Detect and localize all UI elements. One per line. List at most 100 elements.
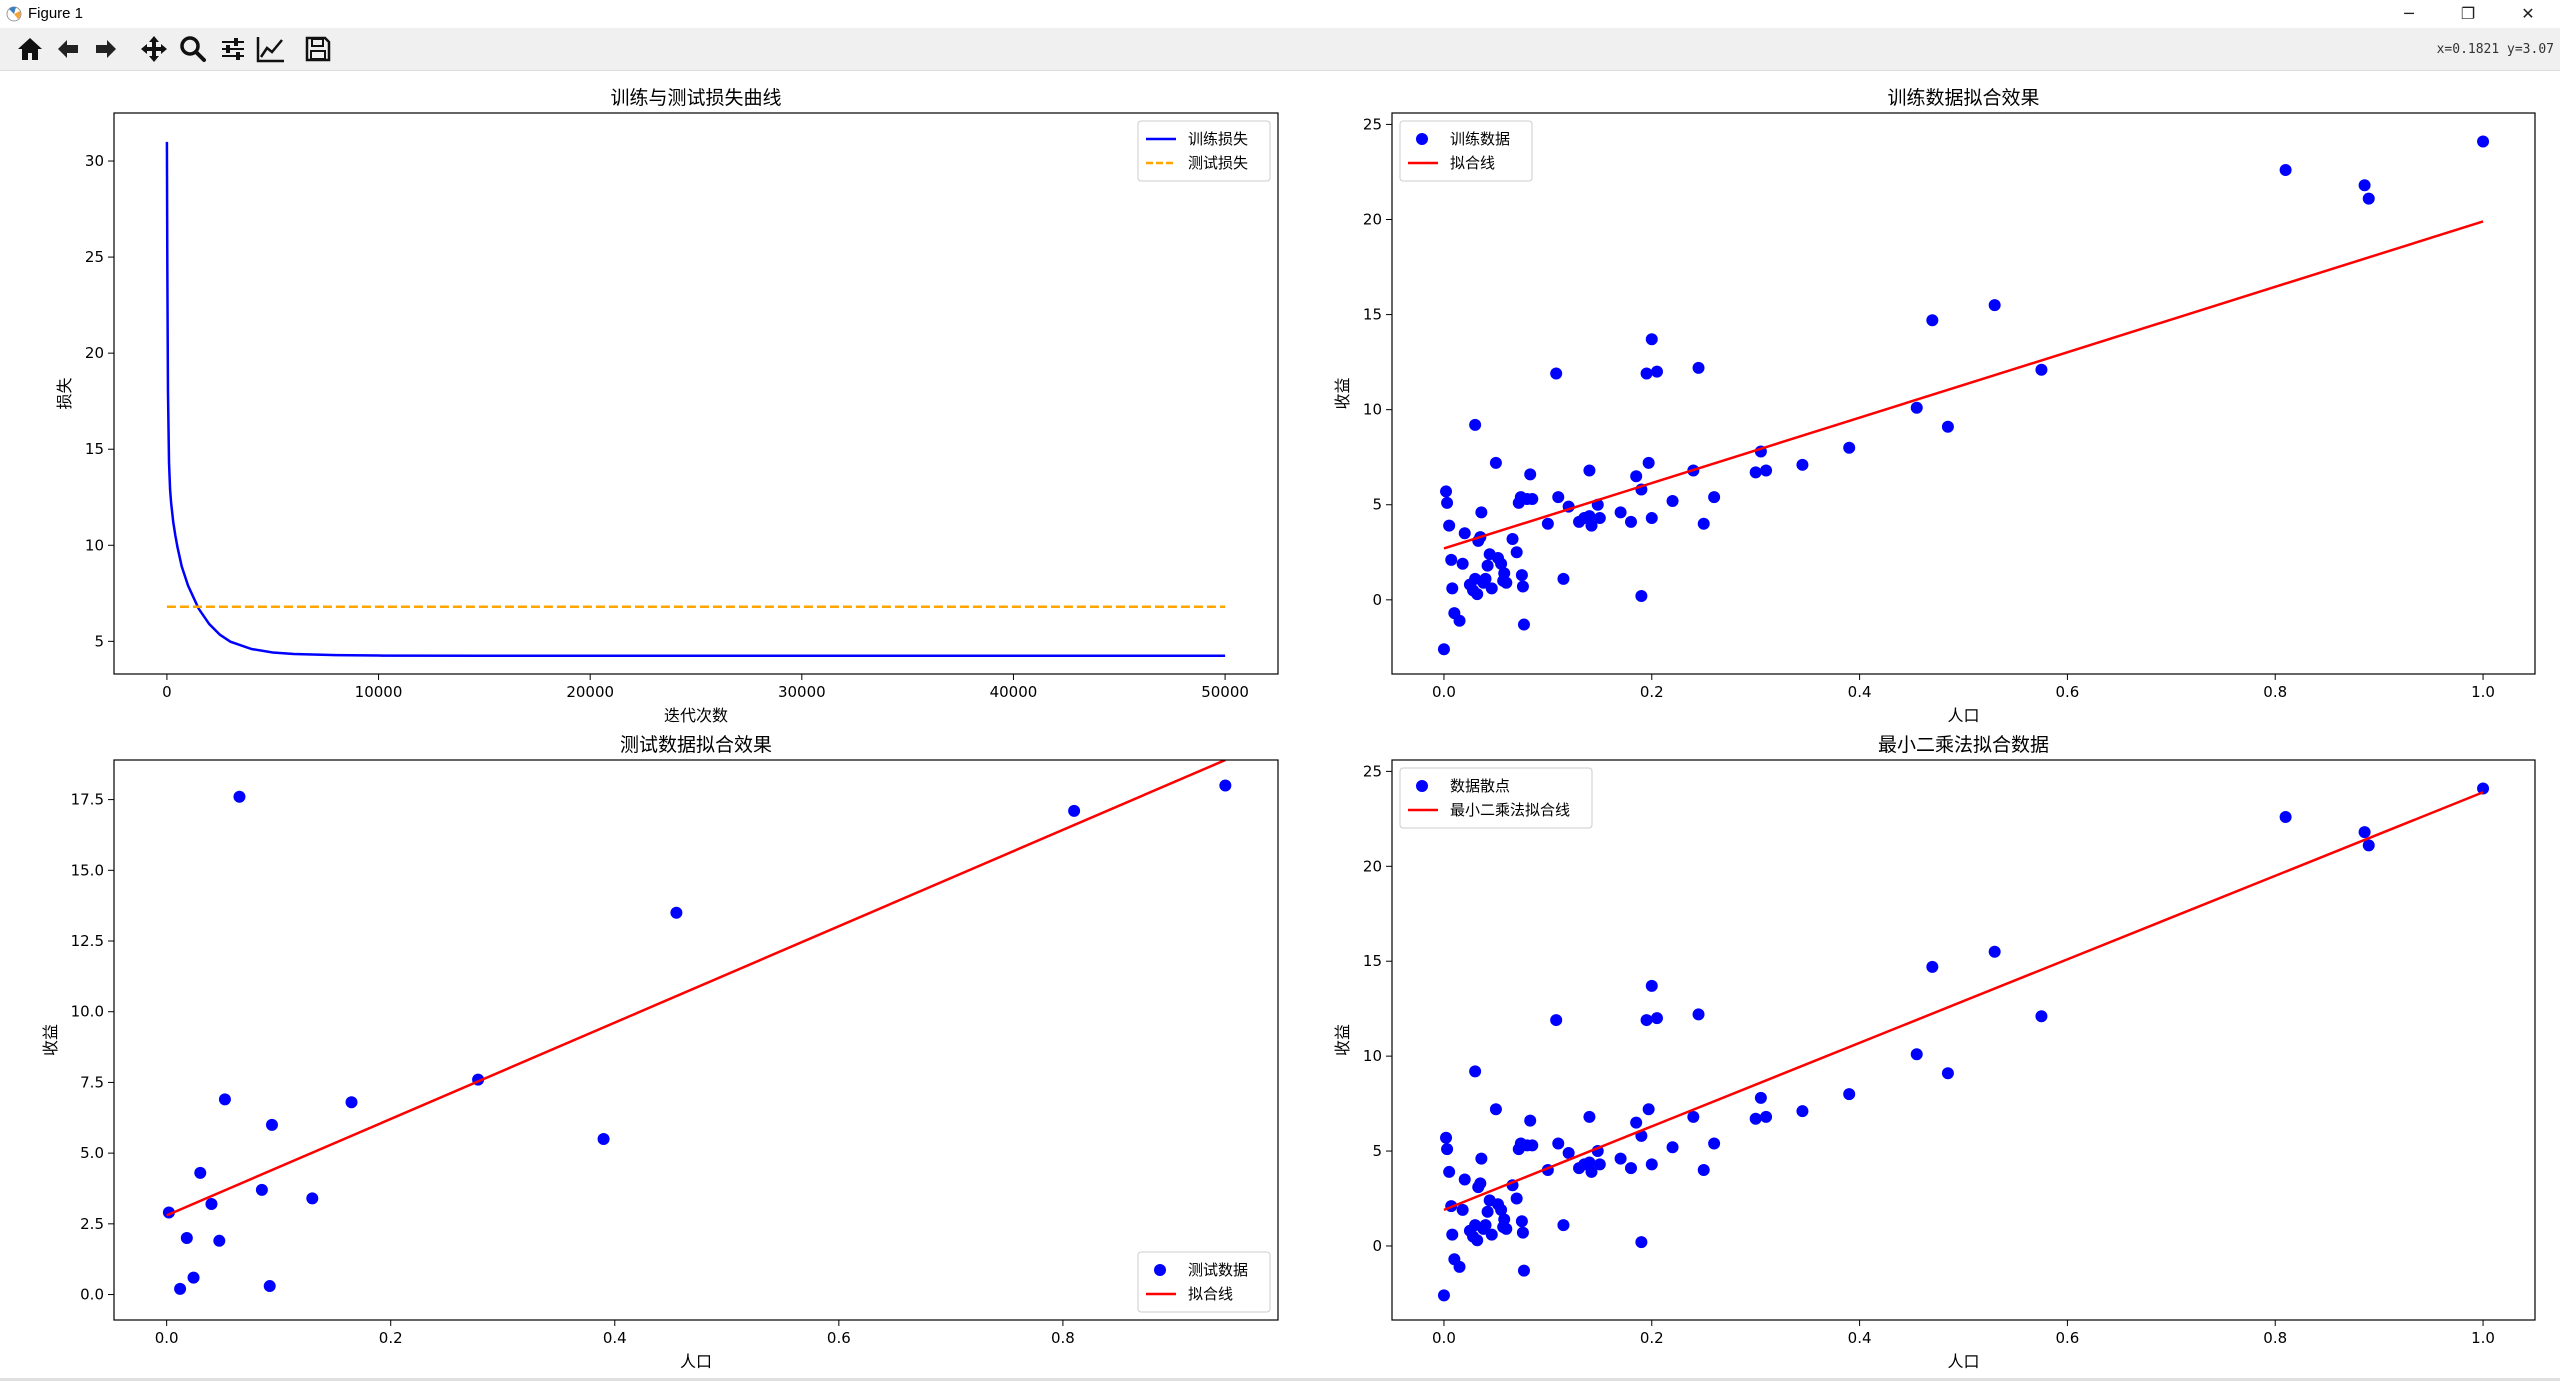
close-button[interactable]: ✕ — [2521, 4, 2535, 23]
x-tick-label: 0.0 — [155, 1329, 179, 1347]
axes-frame — [113, 112, 1279, 675]
data-point — [1843, 441, 1856, 454]
data-point — [1941, 1067, 1954, 1080]
y-tick-label: 5.0 — [80, 1144, 104, 1162]
data-point — [174, 1282, 187, 1295]
forward-button[interactable] — [89, 33, 123, 65]
data-point — [1666, 494, 1679, 507]
data-point — [180, 1231, 193, 1244]
legend-label: 最小二乘法拟合线 — [1450, 801, 1570, 819]
data-point — [1516, 1226, 1529, 1239]
data-point — [1708, 1137, 1721, 1150]
data-point — [2358, 179, 2371, 192]
line-chart-icon — [256, 37, 284, 63]
data-point — [1749, 466, 1762, 479]
data-point — [263, 1280, 276, 1293]
save-button[interactable] — [301, 33, 335, 65]
minimize-button[interactable]: ─ — [2404, 4, 2414, 23]
y-tick-label: 15 — [1363, 306, 1382, 324]
x-tick-label: 0.8 — [2263, 1329, 2287, 1347]
legend-label: 训练数据 — [1450, 130, 1510, 148]
sliders-icon — [222, 38, 244, 60]
y-axis-label: 损失 — [55, 377, 74, 409]
x-tick-label: 0.0 — [1432, 683, 1456, 701]
data-point — [1471, 588, 1484, 601]
edit-axes-button[interactable] — [254, 33, 288, 65]
x-tick-label: 0.4 — [1848, 683, 1872, 701]
zoom-button[interactable] — [176, 33, 210, 65]
pan-button[interactable] — [137, 33, 171, 65]
data-point — [1517, 618, 1530, 631]
window-title: Figure 1 — [28, 5, 84, 22]
y-tick-label: 25 — [1363, 762, 1382, 780]
figure-canvas[interactable]: 训练与测试损失曲线 0 10000 20000 30000 40000 50000 5 10 15… — [0, 71, 2560, 1378]
legend-marker — [1416, 780, 1428, 792]
y-tick-label: 5 — [1372, 496, 1382, 514]
y-tick-label: 10 — [1363, 1047, 1382, 1065]
data-point — [1583, 1156, 1596, 1169]
x-tick-label: 0 — [162, 683, 172, 701]
data-point — [670, 906, 683, 919]
data-point — [1453, 614, 1466, 627]
x-tick-label: 1.0 — [2471, 1329, 2495, 1347]
data-point — [187, 1271, 200, 1284]
data-point — [1485, 1228, 1498, 1241]
data-point — [1474, 1177, 1487, 1190]
x-tick-label: 0.4 — [1848, 1329, 1872, 1347]
data-point — [1640, 1014, 1653, 1027]
data-point — [1219, 779, 1232, 792]
x-tick-label: 10000 — [355, 683, 403, 701]
x-tick-label: 0.2 — [1640, 1329, 1664, 1347]
data-point — [1440, 485, 1453, 498]
data-point — [2035, 1010, 2048, 1023]
legend-label: 拟合线 — [1188, 1285, 1233, 1303]
data-point — [1843, 1088, 1856, 1101]
series-line — [1443, 220, 2484, 550]
data-point — [1541, 517, 1554, 530]
data-point — [1754, 1091, 1767, 1104]
x-tick-label: 30000 — [778, 683, 826, 701]
axes-frame — [1391, 112, 2536, 675]
data-point — [1988, 945, 2001, 958]
plot-area — [162, 760, 1232, 1295]
y-tick-label: 2.5 — [80, 1215, 104, 1233]
data-point — [1458, 1173, 1471, 1186]
legend-label: 训练损失 — [1188, 130, 1248, 148]
data-point — [1485, 582, 1498, 595]
data-point — [1437, 643, 1450, 656]
data-point — [1526, 493, 1539, 506]
data-point — [1481, 1205, 1494, 1218]
data-point — [597, 1132, 610, 1145]
restore-button[interactable]: ❐ — [2460, 4, 2476, 23]
data-point — [1443, 519, 1456, 532]
back-button[interactable] — [51, 33, 85, 65]
x-tick-label: 20000 — [566, 683, 614, 701]
subplots-button[interactable] — [216, 33, 250, 65]
data-point — [1500, 576, 1513, 589]
data-point — [1666, 1141, 1679, 1154]
legend-box — [1399, 767, 1593, 829]
home-button[interactable] — [13, 33, 47, 65]
data-point — [1692, 361, 1705, 374]
data-point — [1475, 506, 1488, 519]
data-point — [1796, 1105, 1809, 1118]
y-tick-label: 17.5 — [71, 791, 104, 809]
data-point — [1440, 1131, 1453, 1144]
y-tick-label: 30 — [85, 152, 104, 170]
data-point — [1469, 1065, 1482, 1078]
data-point — [1645, 979, 1658, 992]
y-tick-label: 10 — [1363, 401, 1382, 419]
data-point — [1557, 572, 1570, 585]
series-line — [166, 760, 1226, 1217]
axes-frame — [1391, 759, 2536, 1321]
data-point — [1650, 365, 1663, 378]
x-tick-label: 40000 — [990, 683, 1038, 701]
data-point — [1697, 517, 1710, 530]
data-point — [1552, 1137, 1565, 1150]
data-point — [1760, 464, 1773, 477]
y-tick-label: 0.0 — [80, 1286, 104, 1304]
data-point — [1489, 1103, 1502, 1116]
data-point — [1475, 1152, 1488, 1165]
